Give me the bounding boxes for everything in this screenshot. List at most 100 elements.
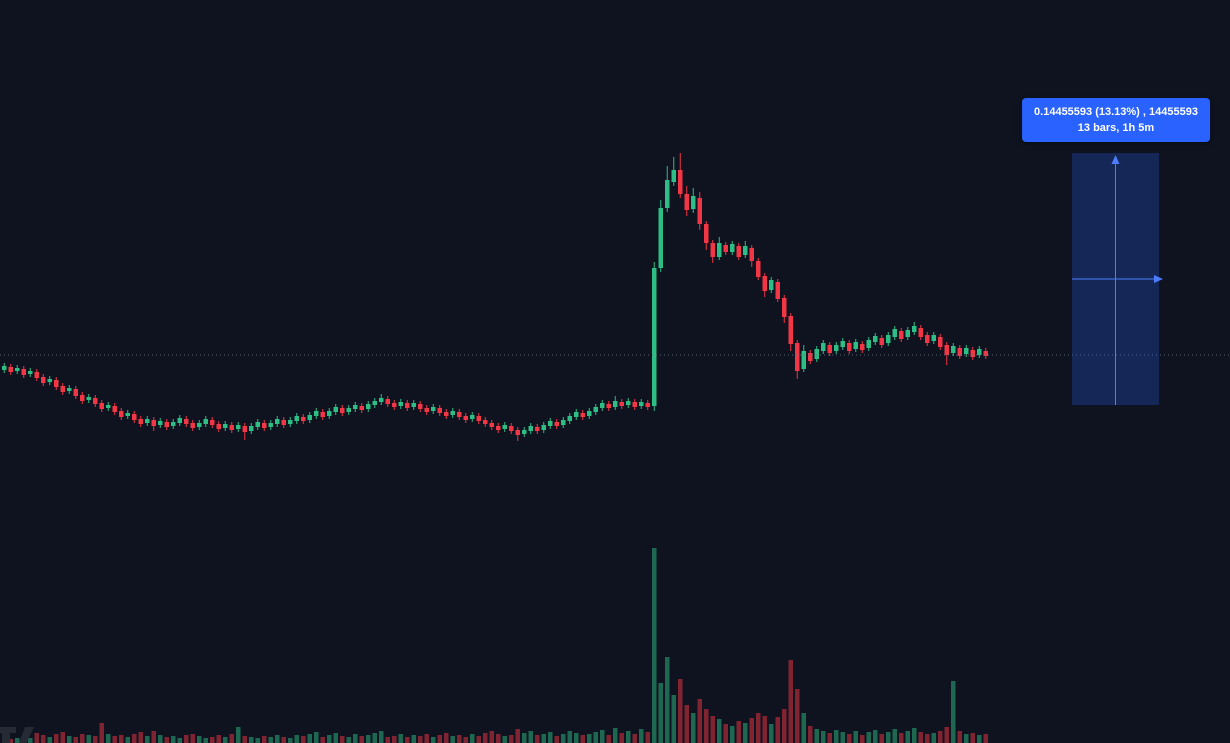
volume-bar — [405, 737, 410, 743]
volume-bar — [255, 738, 260, 743]
volume-bar — [177, 738, 182, 743]
volume-bar — [554, 736, 559, 743]
measure-tooltip: 0.14455593 (13.13%) , 14455593 13 bars, … — [1022, 98, 1210, 142]
volume-bar — [652, 548, 657, 743]
candle-body — [684, 194, 689, 210]
candle-body — [639, 402, 644, 406]
candle-body — [67, 388, 72, 391]
candle-body — [151, 420, 156, 426]
volume-bar — [366, 735, 371, 743]
candle-body — [567, 416, 572, 421]
candle-body — [210, 420, 215, 425]
candle-body — [782, 298, 787, 317]
candle-body — [853, 342, 858, 349]
candle-body — [938, 337, 943, 347]
volume-bar — [730, 726, 735, 743]
volume-bar — [54, 734, 59, 743]
measure-tool[interactable] — [1072, 153, 1163, 405]
candle-body — [574, 412, 579, 417]
volume-bar — [216, 735, 221, 743]
candle-body — [873, 336, 878, 342]
candle-body — [925, 335, 930, 343]
volume-bar — [619, 733, 624, 743]
candle-body — [918, 328, 923, 337]
volume-bar — [515, 729, 520, 743]
candle-body — [489, 423, 494, 427]
candle-body — [197, 423, 202, 427]
volume-bar — [723, 724, 728, 743]
volume-bar — [788, 660, 793, 743]
volume-bar — [15, 738, 20, 743]
candle-body — [359, 406, 364, 410]
volume-bar — [392, 736, 397, 743]
candle-body — [593, 407, 598, 412]
candle-body — [223, 424, 228, 428]
candle-body — [632, 402, 637, 407]
volume-bar — [834, 730, 839, 743]
candle-body — [509, 426, 514, 431]
candle-body — [983, 351, 988, 356]
volume-bar — [385, 737, 390, 743]
candle-body — [528, 426, 533, 431]
volume-bar — [970, 733, 975, 743]
candle-body — [145, 419, 150, 423]
candle-body — [808, 353, 813, 361]
volume-bar — [528, 731, 533, 743]
volume-bar — [86, 735, 91, 743]
candle-body — [645, 403, 650, 407]
volume-bar — [184, 735, 189, 743]
volume-bar — [827, 733, 832, 743]
volume-series — [2, 548, 988, 743]
volume-bar — [938, 731, 943, 743]
candle-body — [522, 430, 527, 434]
candle-body — [912, 326, 917, 332]
candle-body — [535, 427, 540, 431]
volume-bar — [704, 709, 709, 743]
volume-bar — [437, 735, 442, 743]
volume-bar — [80, 734, 85, 743]
candle-body — [626, 401, 631, 405]
volume-bar — [814, 729, 819, 743]
candle-body — [41, 377, 46, 383]
volume-bar — [333, 733, 338, 743]
candle-body — [970, 350, 975, 357]
volume-bar — [665, 657, 670, 743]
candle-body — [99, 403, 104, 409]
volume-bar — [691, 713, 696, 743]
candle-body — [762, 276, 767, 291]
candle-body — [671, 170, 676, 182]
candle-body — [860, 344, 865, 350]
volume-bar — [931, 733, 936, 743]
volume-bar — [821, 731, 826, 743]
candle-body — [834, 345, 839, 351]
measure-tooltip-bars: 13 bars, 1h 5m — [1077, 122, 1155, 134]
volume-bar — [769, 724, 774, 743]
volume-bar — [398, 734, 403, 743]
candle-body — [886, 335, 891, 343]
volume-bar — [983, 734, 988, 743]
volume-bar — [431, 737, 436, 743]
candle-body — [697, 198, 702, 224]
candle-body — [2, 366, 7, 370]
volume-bar — [645, 732, 650, 743]
candle-body — [866, 340, 871, 348]
volume-bar — [743, 723, 748, 743]
volume-bar — [522, 733, 527, 743]
candle-body — [301, 417, 306, 421]
candle-body — [320, 412, 325, 417]
candle-body — [678, 170, 683, 194]
volume-bar — [8, 739, 13, 743]
tradingview-logo[interactable] — [0, 717, 34, 743]
candle-body — [444, 412, 449, 416]
candle-body — [411, 403, 416, 407]
candle-body — [275, 419, 280, 424]
candle-body — [60, 386, 65, 392]
candle-body — [86, 397, 91, 400]
measure-tooltip-change: 0.14455593 (13.13%) , 14455593 — [1034, 106, 1198, 118]
candle-body — [801, 351, 806, 369]
candle-body — [190, 423, 195, 428]
candle-body — [418, 404, 423, 409]
volume-bar — [606, 735, 611, 743]
